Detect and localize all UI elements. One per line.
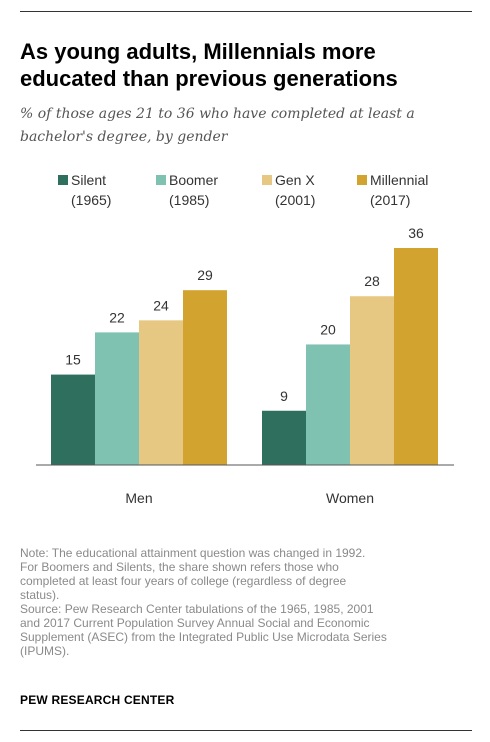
bar-women-boomer: [306, 344, 350, 465]
category-labels-group: Men Women: [125, 490, 374, 506]
data-label-men-millennial: 29: [197, 267, 213, 283]
footnote: Note: The educational attainment questio…: [20, 546, 480, 658]
legend-item-genx: Gen X (2001): [262, 170, 315, 210]
legend-item-millennial: Millennial (2017): [357, 170, 428, 210]
legend-swatch-genx: [262, 175, 272, 185]
source-text: Source: Pew Research Center tabulations …: [20, 602, 387, 658]
data-label-men-boomer: 22: [109, 309, 125, 325]
legend-label-genx: Gen X: [275, 172, 315, 188]
bar-women-silent: [262, 410, 306, 465]
data-label-women-boomer: 20: [320, 321, 336, 337]
legend-year-silent: (1965): [71, 192, 112, 208]
legend-item-silent: Silent (1965): [58, 170, 111, 210]
legend-swatch-silent: [58, 175, 68, 185]
legend-label-boomer: Boomer: [169, 172, 219, 188]
bottom-rule: [20, 730, 472, 731]
bar-men-genx: [139, 320, 183, 465]
brand-label: PEW RESEARCH CENTER: [20, 693, 175, 707]
legend-year-millennial: (2017): [370, 192, 411, 208]
data-label-men-silent: 15: [65, 352, 81, 368]
category-label-women: Women: [326, 490, 374, 506]
chart-subtitle: % of those ages 21 to 36 who have comple…: [20, 106, 415, 145]
legend-label-millennial: Millennial: [370, 172, 429, 188]
category-label-men: Men: [125, 490, 152, 506]
data-label-women-millennial: 36: [408, 225, 424, 241]
bar-women-millennial: [394, 248, 438, 465]
data-label-women-silent: 9: [280, 388, 288, 404]
legend-year-boomer: (1985): [169, 192, 210, 208]
legend-item-boomer: Boomer (1985): [156, 170, 218, 210]
bar-men-silent: [51, 374, 95, 465]
legend-swatch-boomer: [156, 175, 166, 185]
legend-swatch-millennial: [357, 175, 367, 185]
top-rule: [20, 11, 472, 12]
note-text: Note: The educational attainment questio…: [20, 546, 366, 602]
bar-women-genx: [350, 296, 394, 465]
bar-men-boomer: [95, 332, 139, 465]
legend-year-genx: (2001): [275, 192, 316, 208]
chart-title: As young adults, Millennials more educat…: [20, 39, 398, 91]
legend-label-silent: Silent: [71, 172, 107, 188]
bar-men-millennial: [183, 290, 227, 465]
bars-group: 15 22 24 29 9 20 28 36: [51, 225, 438, 465]
data-label-men-genx: 24: [153, 297, 169, 313]
data-label-women-genx: 28: [364, 273, 380, 289]
